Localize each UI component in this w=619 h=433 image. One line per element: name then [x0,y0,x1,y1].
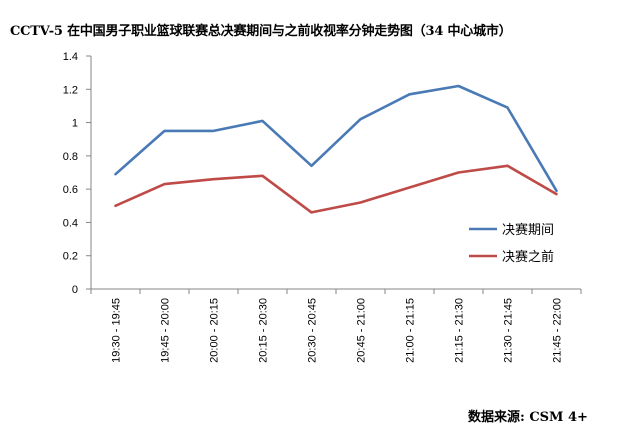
x-tick-label: 19:45 - 20:00 [160,298,172,363]
y-tick-label: 0 [72,284,78,296]
legend-label: 决赛期间 [502,222,554,238]
series-line-2 [114,164,558,214]
y-tick-label: 1.4 [63,51,78,63]
data-source-note: 数据来源: CSM 4+ [468,410,588,425]
y-tick-label: 0.4 [63,217,78,229]
chart-title: CCTV-5 在中国男子职业篮球联赛总决赛期间与之前收视率分钟走势图（34 中心… [10,24,512,39]
series-group [114,84,558,214]
x-tick-label: 21:00 - 21:15 [405,298,417,363]
x-tick-label: 19:30 - 19:45 [111,298,123,363]
y-tick-label: 0.2 [63,251,78,263]
x-tick-label: 20:45 - 21:00 [356,298,368,363]
y-tick-label: 0.8 [63,151,78,163]
x-tick-label: 20:00 - 20:15 [209,298,221,363]
y-axis-ticks: 0 0.2 0.4 0.6 0.8 1 1.2 1.4 [63,51,91,296]
series-line-1 [114,84,558,193]
y-tick-label: 1 [72,118,78,130]
legend-label: 决赛之前 [502,249,554,265]
y-tick-label: 0.6 [63,184,78,196]
x-tick-label: 20:30 - 20:45 [307,298,319,363]
x-tick-label: 21:45 - 22:00 [552,298,564,363]
x-tick-label: 21:15 - 21:30 [454,298,466,363]
y-tick-label: 1.2 [63,84,78,96]
x-tick-label: 21:30 - 21:45 [503,298,515,363]
x-tick-label: 20:15 - 20:30 [258,298,270,363]
x-axis-ticks: 19:30 - 19:45 19:45 - 20:00 20:00 - 20:15 2… [90,289,582,363]
